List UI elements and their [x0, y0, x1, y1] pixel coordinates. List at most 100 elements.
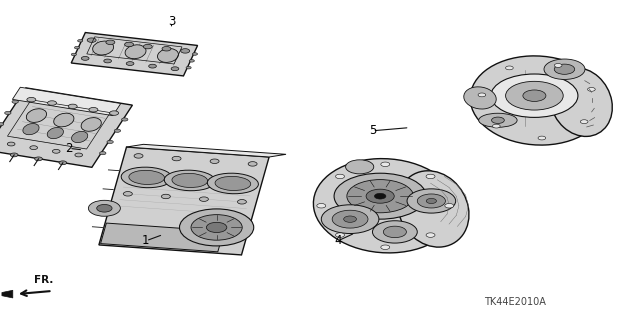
- Circle shape: [172, 156, 181, 161]
- Ellipse shape: [164, 170, 215, 191]
- Ellipse shape: [129, 170, 164, 184]
- Circle shape: [248, 162, 257, 166]
- Circle shape: [81, 56, 89, 60]
- Circle shape: [426, 174, 435, 179]
- Circle shape: [126, 62, 134, 65]
- Circle shape: [143, 44, 152, 49]
- Ellipse shape: [464, 87, 496, 109]
- Circle shape: [206, 222, 227, 233]
- Circle shape: [554, 63, 562, 67]
- Circle shape: [335, 233, 344, 237]
- Ellipse shape: [314, 159, 457, 253]
- Ellipse shape: [207, 173, 259, 194]
- Circle shape: [544, 59, 585, 79]
- Ellipse shape: [54, 113, 74, 127]
- Circle shape: [523, 90, 546, 101]
- Circle shape: [417, 194, 445, 208]
- Text: 2: 2: [65, 142, 73, 155]
- Ellipse shape: [172, 174, 207, 188]
- Circle shape: [35, 157, 42, 161]
- Circle shape: [180, 49, 189, 53]
- Circle shape: [148, 64, 156, 68]
- Circle shape: [426, 233, 435, 237]
- Circle shape: [478, 93, 486, 97]
- Circle shape: [335, 174, 344, 179]
- Text: TK44E2010A: TK44E2010A: [484, 297, 546, 308]
- Circle shape: [189, 60, 195, 62]
- Circle shape: [87, 38, 96, 42]
- Circle shape: [59, 161, 67, 165]
- Circle shape: [106, 40, 115, 45]
- Ellipse shape: [23, 123, 39, 135]
- Ellipse shape: [72, 131, 88, 143]
- Ellipse shape: [125, 45, 146, 59]
- Circle shape: [588, 87, 595, 91]
- Circle shape: [491, 74, 578, 117]
- Circle shape: [125, 42, 134, 47]
- Ellipse shape: [479, 113, 517, 127]
- Circle shape: [100, 152, 106, 155]
- Circle shape: [383, 226, 406, 238]
- Circle shape: [88, 200, 120, 216]
- Circle shape: [506, 81, 563, 110]
- Circle shape: [381, 245, 390, 249]
- Circle shape: [161, 194, 170, 199]
- Circle shape: [347, 180, 413, 213]
- Circle shape: [321, 205, 379, 234]
- Circle shape: [317, 204, 326, 208]
- Circle shape: [89, 108, 98, 112]
- Circle shape: [426, 198, 436, 204]
- Circle shape: [71, 53, 76, 56]
- Polygon shape: [0, 88, 132, 167]
- Circle shape: [124, 192, 132, 196]
- Circle shape: [74, 46, 79, 49]
- Circle shape: [538, 136, 546, 140]
- Circle shape: [186, 66, 191, 69]
- Text: 3: 3: [168, 15, 175, 28]
- Circle shape: [346, 160, 374, 174]
- Ellipse shape: [157, 48, 179, 63]
- Circle shape: [193, 53, 198, 55]
- Circle shape: [445, 204, 454, 208]
- Circle shape: [407, 189, 456, 213]
- Circle shape: [104, 59, 111, 63]
- Circle shape: [52, 149, 60, 153]
- Circle shape: [0, 122, 4, 126]
- Circle shape: [75, 153, 83, 157]
- Ellipse shape: [397, 171, 469, 247]
- Circle shape: [30, 146, 38, 150]
- Ellipse shape: [81, 118, 101, 131]
- Circle shape: [10, 153, 18, 157]
- Circle shape: [374, 193, 386, 199]
- Ellipse shape: [121, 167, 172, 188]
- Circle shape: [162, 47, 171, 51]
- Circle shape: [381, 162, 390, 167]
- Circle shape: [107, 140, 113, 144]
- Circle shape: [179, 209, 253, 246]
- Circle shape: [554, 64, 575, 74]
- Circle shape: [109, 111, 118, 115]
- Circle shape: [366, 189, 394, 203]
- Circle shape: [210, 159, 219, 163]
- Text: FR.: FR.: [34, 275, 53, 285]
- Circle shape: [372, 221, 417, 243]
- Polygon shape: [99, 147, 269, 255]
- Text: 4: 4: [334, 234, 342, 247]
- Ellipse shape: [26, 109, 47, 122]
- Polygon shape: [12, 87, 121, 116]
- Circle shape: [200, 197, 209, 201]
- Circle shape: [493, 124, 500, 128]
- Circle shape: [12, 100, 19, 103]
- Circle shape: [7, 142, 15, 146]
- Circle shape: [237, 200, 246, 204]
- Circle shape: [171, 67, 179, 70]
- Circle shape: [344, 216, 356, 222]
- Ellipse shape: [93, 41, 113, 55]
- Circle shape: [334, 173, 426, 219]
- Circle shape: [77, 40, 83, 42]
- Circle shape: [4, 111, 11, 115]
- Circle shape: [27, 97, 36, 102]
- Circle shape: [332, 210, 368, 228]
- Polygon shape: [127, 144, 286, 157]
- Ellipse shape: [47, 128, 63, 139]
